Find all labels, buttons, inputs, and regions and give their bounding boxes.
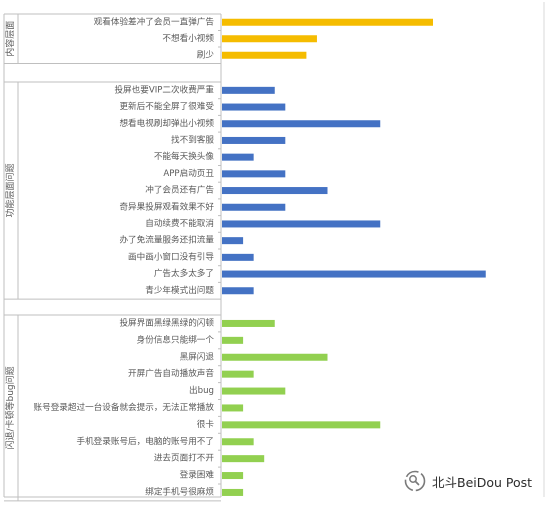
bar bbox=[222, 51, 307, 59]
bar bbox=[222, 421, 381, 429]
bar bbox=[222, 270, 486, 278]
category-label: 广告太多太多了 bbox=[154, 267, 214, 279]
category-label: APP启动页丑 bbox=[163, 167, 214, 179]
bar bbox=[222, 35, 317, 43]
bar bbox=[222, 287, 254, 295]
bar bbox=[222, 404, 244, 412]
bar bbox=[222, 387, 286, 395]
category-label: 更新后不能全屏了很难受 bbox=[119, 100, 214, 112]
category-label: 冲了会员还有广告 bbox=[145, 184, 214, 196]
bar bbox=[222, 438, 254, 446]
bar bbox=[222, 170, 286, 178]
watermark-text: 北斗BeiDou Post bbox=[432, 474, 533, 490]
category-label: 想看电视刷却弹出小视频 bbox=[119, 117, 214, 129]
category-label: 很卡 bbox=[197, 418, 215, 430]
bar bbox=[222, 136, 286, 144]
group-label: 功能层面问题 bbox=[4, 164, 16, 218]
category-label: 奇异果投屏观看效果不好 bbox=[119, 200, 214, 212]
category-label: 绑定手机号很麻烦 bbox=[145, 485, 214, 497]
bar bbox=[222, 319, 275, 327]
category-label: 观看体验差冲了会员一直弹广告 bbox=[94, 15, 215, 27]
bar bbox=[222, 220, 381, 228]
category-label: 画中画小窗口没有引导 bbox=[128, 250, 214, 262]
category-label: 登录困难 bbox=[180, 470, 215, 481]
category-label: 不想看小视频 bbox=[162, 32, 214, 44]
category-label: 投屏也要VIP二次收费严重 bbox=[114, 83, 214, 95]
category-label: 账号登录超过一台设备就会提示，无法正常播放 bbox=[34, 401, 215, 413]
category-label: 投屏界面黑绿黑绿的闪顿 bbox=[119, 316, 214, 328]
bar bbox=[222, 18, 433, 26]
category-label: 身份信息只能绑一个 bbox=[137, 333, 215, 345]
category-label: 刷少 bbox=[197, 49, 215, 60]
category-label: 开屏广告自动播放声音 bbox=[128, 367, 214, 379]
bar bbox=[222, 153, 254, 161]
bar bbox=[222, 353, 328, 361]
bar bbox=[222, 488, 244, 496]
category-label: 不能每天换头像 bbox=[154, 150, 215, 162]
category-label: 青少年模式出问题 bbox=[145, 284, 214, 296]
category-label: 自动续费不能取消 bbox=[145, 217, 214, 229]
category-label: 出bug bbox=[189, 384, 214, 396]
bar bbox=[222, 120, 381, 128]
group-label: 闪退/卡顿等bug问题 bbox=[4, 366, 16, 449]
bar bbox=[222, 86, 275, 94]
category-label: 办了免流量服务还扣流量 bbox=[119, 234, 214, 246]
group-label: 内容层面 bbox=[4, 21, 16, 57]
category-label: 进去页面打不开 bbox=[154, 452, 215, 464]
bar bbox=[222, 253, 254, 261]
bar bbox=[222, 103, 286, 111]
watermark: 北斗BeiDou Post bbox=[404, 470, 532, 492]
bar bbox=[222, 370, 254, 378]
bar bbox=[222, 336, 244, 344]
bar bbox=[222, 187, 328, 195]
bar bbox=[222, 455, 265, 463]
category-label: 找不到客服 bbox=[171, 133, 214, 145]
bar bbox=[222, 237, 244, 245]
wechat-search-icon bbox=[404, 470, 426, 492]
bar bbox=[222, 472, 244, 480]
category-label: 手机登录账号后，电脑的账号用不了 bbox=[76, 435, 214, 447]
bar bbox=[222, 203, 286, 211]
category-label: 黑屏闪退 bbox=[180, 351, 215, 362]
